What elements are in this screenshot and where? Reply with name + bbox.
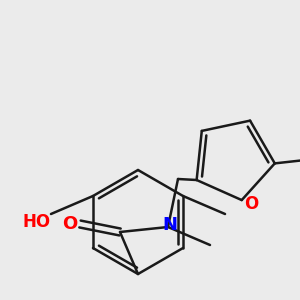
Text: HO: HO bbox=[23, 213, 51, 231]
Text: N: N bbox=[163, 216, 178, 234]
Text: O: O bbox=[244, 195, 259, 213]
Text: O: O bbox=[62, 215, 78, 233]
